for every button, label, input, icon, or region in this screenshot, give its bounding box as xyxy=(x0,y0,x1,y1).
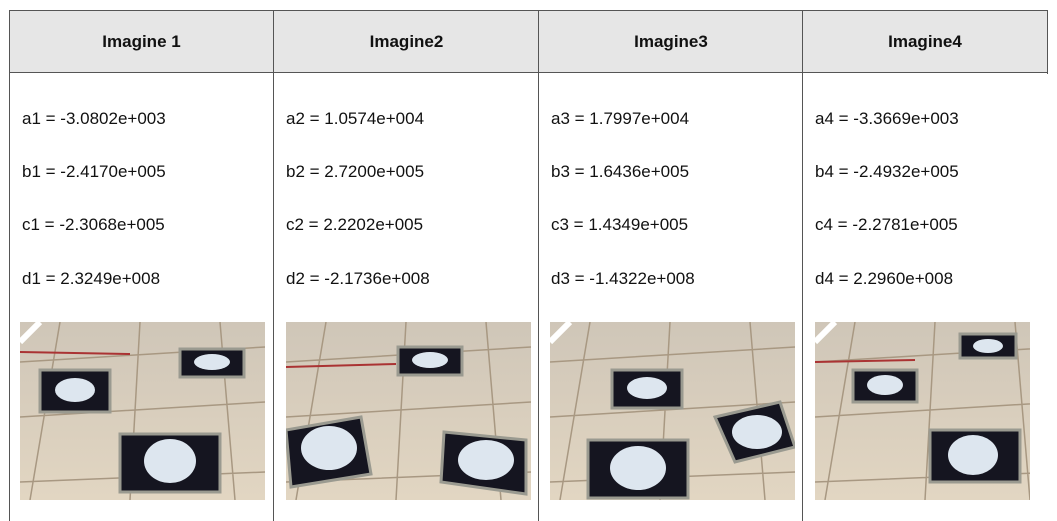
cell-line: d1 = 2.3249e+008 xyxy=(22,269,161,288)
photo xyxy=(286,322,531,500)
cell-line: c2 = 2.2202e+005 xyxy=(286,215,424,234)
cell-line: d4 = 2.2960e+008 xyxy=(815,269,954,288)
header-cell: Imagine4 xyxy=(802,10,1048,73)
cell-line: d3 = -1.4322e+008 xyxy=(551,269,695,288)
cell-line: d2 = -2.1736e+008 xyxy=(286,269,430,288)
photo xyxy=(20,322,265,500)
header-cell: Imagine2 xyxy=(273,10,539,73)
cell-line: a4 = -3.3669e+003 xyxy=(815,109,959,128)
column-border xyxy=(273,10,538,521)
cell-line: c4 = -2.2781e+005 xyxy=(815,215,958,234)
cell-line: c1 = -2.3068e+005 xyxy=(22,215,165,234)
cell-line: a2 = 1.0574e+004 xyxy=(286,109,425,128)
photo xyxy=(550,322,795,500)
column-border xyxy=(9,10,274,521)
column-border xyxy=(802,10,1048,521)
cell-line: b2 = 2.7200e+005 xyxy=(286,162,425,181)
cell-line: b4 = -2.4932e+005 xyxy=(815,162,959,181)
cell-line: a3 = 1.7997e+004 xyxy=(551,109,690,128)
cell-line: b3 = 1.6436e+005 xyxy=(551,162,690,181)
cell-line: b1 = -2.4170e+005 xyxy=(22,162,166,181)
cell-line: c3 = 1.4349e+005 xyxy=(551,215,689,234)
border xyxy=(9,10,10,73)
cell-line: a1 = -3.0802e+003 xyxy=(22,109,166,128)
column-border xyxy=(538,10,803,521)
header-cell: Imagine 1 xyxy=(9,10,274,73)
photo xyxy=(815,322,1030,500)
header-cell: Imagine3 xyxy=(538,10,803,73)
